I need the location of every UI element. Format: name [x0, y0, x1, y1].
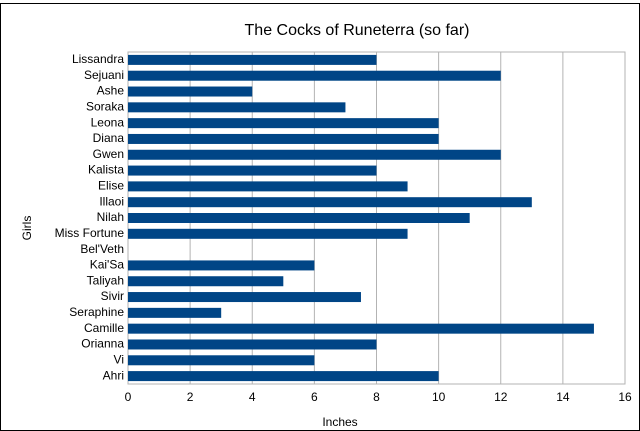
y-tick-label: Miss Fortune [55, 226, 125, 240]
x-tick-label: 6 [311, 390, 318, 404]
bar [128, 355, 315, 366]
chart-title: The Cocks of Runeterra (so far) [245, 22, 470, 39]
bar [128, 292, 361, 303]
bar [128, 102, 346, 113]
y-tick-label: Elise [98, 179, 124, 193]
y-tick-label: Ahri [103, 368, 124, 382]
x-tick-label: 14 [556, 390, 570, 404]
bar [128, 276, 284, 287]
y-tick-label: Nilah [97, 210, 124, 224]
bar [128, 118, 439, 129]
y-axis-label: Girls [20, 216, 34, 241]
bar [128, 228, 408, 239]
x-tick-label: 12 [494, 390, 508, 404]
bar [128, 181, 408, 192]
bar [128, 86, 253, 97]
bar [128, 133, 439, 144]
y-tick-label: Gwen [93, 147, 124, 161]
bar [128, 323, 594, 334]
y-tick-label: Sivir [101, 289, 124, 303]
x-tick-label: 0 [125, 390, 132, 404]
bar [128, 54, 377, 65]
y-tick-label: Lissandra [72, 52, 124, 66]
x-tick-label: 16 [618, 390, 632, 404]
y-tick-label: Diana [93, 131, 125, 145]
y-tick-label: Seraphine [69, 305, 124, 319]
y-tick-label: Soraka [86, 100, 124, 114]
y-tick-label: Camille [84, 321, 124, 335]
bar [128, 307, 222, 318]
y-tick-label: Vi [114, 352, 124, 366]
y-tick-label: Kai'Sa [90, 258, 125, 272]
y-tick-label: Illaoi [99, 194, 124, 208]
bar [128, 371, 439, 382]
x-tick-label: 10 [432, 390, 446, 404]
y-tick-label: Taliyah [87, 273, 124, 287]
y-tick-label: Bel'Veth [80, 242, 124, 256]
bar [128, 213, 470, 223]
bar [128, 197, 532, 208]
y-tick-label: Kalista [88, 163, 124, 177]
y-tick-label: Ashe [97, 84, 125, 98]
bar [128, 165, 377, 176]
y-tick-label: Sejuani [84, 68, 124, 82]
bar [128, 70, 501, 81]
bar [128, 149, 501, 160]
bar [128, 260, 315, 271]
x-tick-label: 8 [373, 390, 380, 404]
x-tick-label: 2 [187, 390, 194, 404]
y-tick-label: Orianna [81, 337, 124, 351]
x-tick-label: 4 [249, 390, 256, 404]
x-axis-label: Inches [322, 415, 357, 429]
bar [128, 339, 377, 350]
y-tick-label: Leona [91, 115, 125, 129]
